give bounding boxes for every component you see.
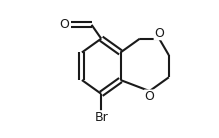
Text: O: O — [154, 27, 164, 40]
Text: Br: Br — [94, 111, 108, 124]
Text: O: O — [145, 90, 154, 103]
Text: O: O — [60, 18, 69, 31]
